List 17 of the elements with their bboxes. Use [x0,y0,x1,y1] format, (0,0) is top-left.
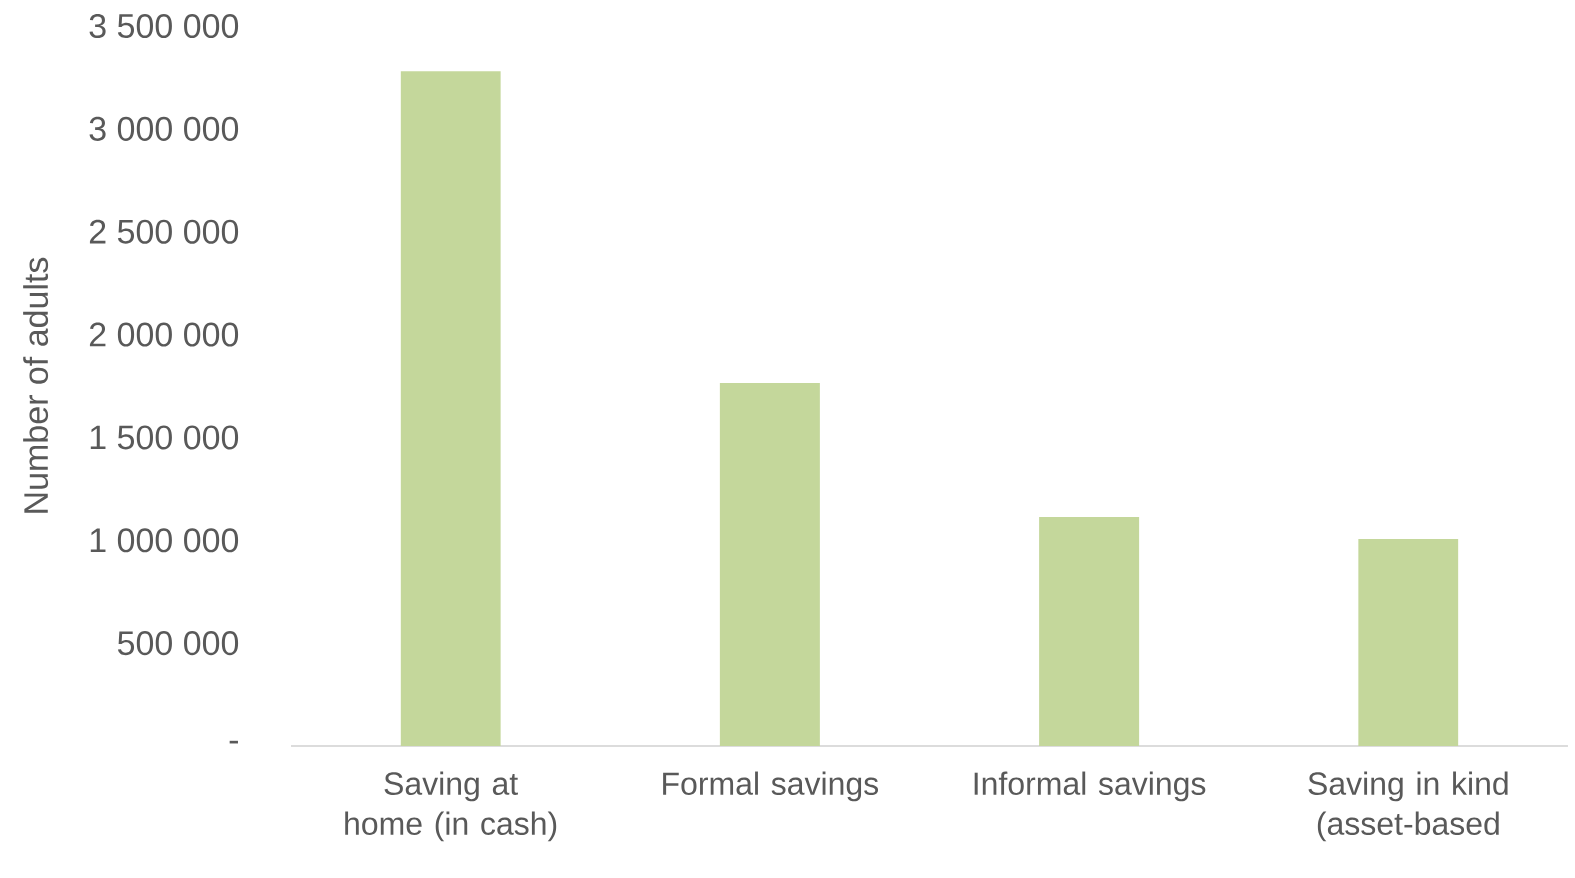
y-tick-label: 3 500 000 [89,13,239,39]
y-tick-label: 1 500 000 [90,425,239,450]
bar [719,382,820,746]
x-tick-label: Saving at home (in cash) [345,771,557,842]
y-tick-label: 1 000 000 [90,528,239,553]
y-tick-label: 2 500 000 [89,219,239,244]
y-tick-label: - [229,740,238,744]
y-axis-title: Number of adults [23,257,49,513]
bar [1358,539,1459,746]
x-tick-label: Informal savings [974,771,1206,802]
y-tick-label: 2 000 000 [89,322,239,347]
bar [1039,517,1140,746]
x-tick-label: Saving in kind (asset-based [1308,771,1508,842]
y-tick-label: 500 000 [117,631,239,656]
bar [400,71,501,746]
y-tick-label: 3 000 000 [89,116,239,141]
x-tick-label: Formal savings [663,771,879,802]
